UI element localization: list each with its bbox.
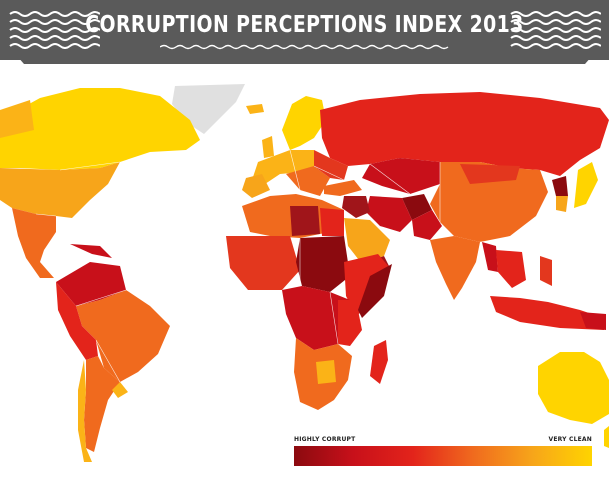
philippines-region (540, 256, 552, 286)
iran-region (366, 196, 412, 232)
west-africa-region (226, 236, 300, 290)
png-region (580, 312, 606, 330)
uk-region (262, 136, 274, 158)
myanmar-region (482, 242, 498, 272)
sudan-region (296, 236, 350, 292)
world-map (0, 84, 609, 462)
alaska-region (0, 100, 34, 138)
mexico-region (12, 208, 56, 278)
legend-color-scale (294, 446, 592, 466)
wave-ornament-right-icon (510, 11, 601, 49)
china-region (430, 162, 548, 242)
iberia-region (242, 174, 270, 198)
colombia-venezuela-region (56, 262, 126, 306)
italy-balkans-region (286, 166, 330, 196)
central-asia-region (362, 158, 440, 194)
south-korea-region (556, 196, 568, 212)
legend-label-very-clean: VERY CLEAN (548, 436, 592, 443)
southeast-asia-region (496, 250, 526, 288)
mongolia-region (460, 164, 520, 184)
saudi-region (344, 218, 390, 264)
india-region (430, 236, 480, 300)
botswana-region (316, 360, 336, 384)
turkey-region (324, 180, 362, 196)
madagascar-region (370, 340, 388, 384)
banner-ribbon (0, 52, 609, 64)
australia-region (538, 352, 609, 424)
brazil-region (76, 290, 170, 382)
west-europe-region (252, 150, 320, 186)
title-banner: CORRUPTION PERCEPTIONS INDEX 2013 (0, 0, 609, 60)
central-africa-region (282, 286, 356, 350)
pakistan-region (412, 210, 442, 240)
russia-region (320, 92, 609, 176)
north-korea-region (552, 176, 568, 196)
afghanistan-region (402, 194, 432, 220)
map-legend: HIGHLY CORRUPT VERY CLEAN (294, 436, 592, 468)
iceland-region (246, 104, 264, 114)
map-title: CORRUPTION PERCEPTIONS INDEX 2013 (85, 12, 524, 38)
uruguay-region (112, 382, 128, 398)
borders-icon (35, 149, 482, 383)
chile-region (78, 360, 92, 462)
libya-region (290, 206, 320, 236)
new-zealand-region (604, 426, 609, 448)
argentina-region (84, 356, 120, 452)
legend-label-highly-corrupt: HIGHLY CORRUPT (294, 436, 356, 443)
canada-region (0, 88, 200, 170)
wave-ornament-left-icon (9, 11, 100, 49)
title-underline-wave-icon (160, 44, 449, 50)
egypt-region (320, 208, 344, 236)
iraq-syria-region (342, 196, 370, 218)
usa-region (0, 162, 120, 218)
japan-region (574, 162, 598, 208)
scandinavia-region (282, 96, 326, 150)
indonesia-region (490, 296, 604, 330)
east-africa-region (338, 300, 362, 346)
andes-region (56, 282, 98, 360)
somalia-region (358, 264, 392, 318)
caribbean-region (70, 244, 112, 258)
east-europe-region (314, 150, 348, 180)
